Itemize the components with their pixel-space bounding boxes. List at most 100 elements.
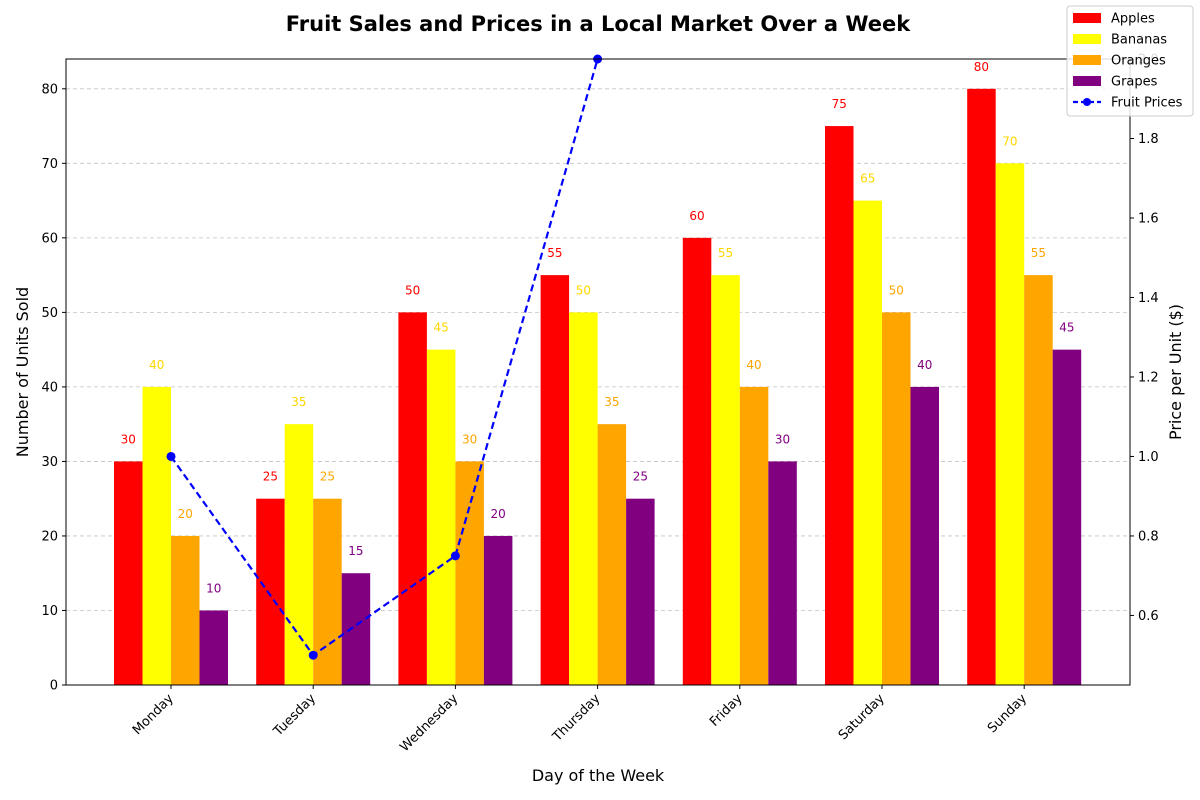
y2-tick-label: 1.2: [1138, 370, 1159, 385]
data-label: 55: [718, 246, 733, 260]
data-label: 50: [405, 283, 420, 297]
bar: [284, 424, 314, 685]
y-axis-label: Number of Units Sold: [13, 287, 32, 457]
y-tick-label: 70: [41, 157, 58, 172]
data-label: 35: [604, 395, 619, 409]
y-tick-label: 60: [41, 231, 58, 246]
price-line-path: [170, 58, 599, 657]
bars: [114, 88, 1082, 686]
legend-label: Fruit Prices: [1111, 96, 1183, 111]
y-tick-label: 50: [41, 306, 58, 321]
y2-tick-label: 1.0: [1138, 450, 1159, 465]
legend-label: Grapes: [1111, 75, 1158, 90]
y-tick-label: 10: [41, 604, 58, 619]
x-tick-label: Sunday: [985, 691, 1030, 736]
bar: [171, 535, 200, 685]
bar: [114, 461, 143, 685]
y-tick-label: 40: [41, 380, 58, 395]
bar: [626, 498, 655, 685]
data-label: 40: [149, 358, 164, 372]
bar: [825, 126, 854, 686]
legend: Apples Bananas Oranges Grapes Fruit Prices: [1066, 5, 1194, 117]
bar: [540, 275, 570, 685]
bar: [398, 312, 427, 685]
data-label: 80: [974, 60, 989, 74]
data-label: 30: [775, 432, 790, 446]
bar: [597, 424, 627, 685]
data-label: 25: [320, 470, 335, 484]
y2-axis-ticks: 0.60.81.01.21.41.61.82.0: [1130, 53, 1159, 624]
data-label: 55: [547, 246, 562, 260]
data-label: 25: [263, 470, 278, 484]
y-tick-label: 20: [41, 529, 58, 544]
bar: [1052, 349, 1082, 685]
data-label: 15: [348, 544, 363, 558]
bar: [995, 163, 1025, 686]
legend-box: [1066, 5, 1194, 117]
x-tick-label: Friday: [707, 691, 746, 730]
bar: [910, 386, 939, 685]
bar: [967, 88, 996, 686]
bar: [882, 312, 911, 685]
legend-swatch: [1073, 13, 1101, 23]
data-label: 30: [462, 432, 477, 446]
price-point: [166, 451, 176, 461]
legend-label: Apples: [1111, 12, 1155, 27]
data-label: 50: [889, 283, 904, 297]
y2-tick-label: 1.4: [1138, 291, 1159, 306]
y-tick-label: 30: [41, 455, 58, 470]
bar: [569, 312, 598, 685]
price-point: [308, 650, 318, 660]
bar: [711, 275, 740, 685]
data-label: 20: [491, 507, 506, 521]
bar: [682, 237, 712, 685]
legend-swatch: [1073, 55, 1101, 65]
data-label: 25: [633, 470, 648, 484]
x-tick-label: Wednesday: [397, 691, 461, 755]
data-label: 40: [746, 358, 761, 372]
data-label: 65: [860, 172, 875, 186]
data-label: 10: [206, 581, 221, 595]
y2-tick-label: 1.8: [1138, 132, 1159, 147]
bar: [768, 461, 797, 685]
bar-data-labels: 30 25 50 55 60 75 80 40 35 45 50 55 65 70 20 25 30 35 40 50…: [121, 60, 1075, 596]
chart-title: Fruit Sales and Prices in a Local Market…: [286, 12, 911, 36]
bar: [483, 535, 513, 685]
legend-label: Oranges: [1111, 54, 1166, 69]
y2-tick-label: 0.6: [1138, 609, 1159, 624]
y2-tick-label: 1.6: [1138, 211, 1159, 226]
legend-swatch: [1073, 34, 1101, 44]
data-label: 45: [434, 321, 449, 335]
bar: [199, 610, 228, 685]
y-tick-label: 80: [41, 82, 58, 97]
data-label: 60: [689, 209, 704, 223]
data-label: 50: [576, 283, 591, 297]
bar: [1024, 275, 1053, 685]
bar: [256, 498, 285, 685]
x-axis-label: Day of the Week: [532, 766, 665, 785]
x-tick-label: Thursday: [549, 691, 603, 745]
data-label: 40: [917, 358, 932, 372]
data-label: 20: [178, 507, 193, 521]
data-label: 75: [832, 97, 847, 111]
y2-axis-label: Price per Unit ($): [1166, 304, 1185, 440]
data-label: 45: [1059, 321, 1074, 335]
legend-line-marker: [1083, 98, 1091, 106]
price-point: [450, 551, 460, 561]
y2-tick-label: 0.8: [1138, 529, 1159, 544]
bar: [341, 573, 371, 685]
bar: [142, 386, 171, 685]
data-label: 35: [291, 395, 306, 409]
x-tick-label: Monday: [130, 691, 177, 738]
data-label: 55: [1031, 246, 1046, 260]
data-label: 30: [121, 432, 136, 446]
price-line: [166, 54, 603, 660]
bar: [455, 461, 484, 685]
bar: [313, 498, 342, 685]
x-tick-label: Saturday: [836, 691, 888, 743]
y-tick-label: 0: [50, 679, 58, 694]
legend-label: Bananas: [1111, 33, 1167, 48]
bar: [739, 386, 769, 685]
bar: [853, 200, 882, 685]
